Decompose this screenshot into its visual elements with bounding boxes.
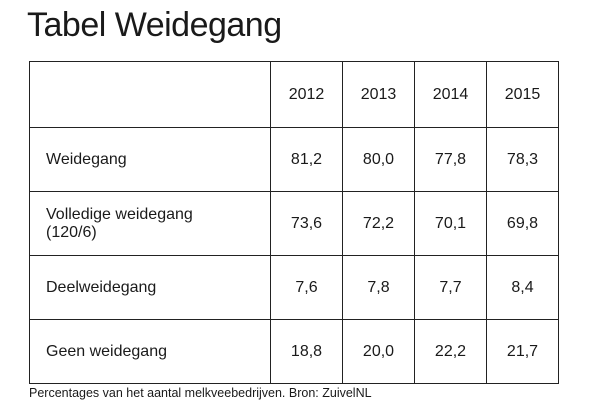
table-cell: 69,8 [486, 191, 559, 256]
table-row: Deelweidegang 7,6 7,8 7,7 8,4 [29, 255, 559, 320]
header-empty-cell [29, 61, 271, 128]
table-cell: 70,1 [414, 191, 487, 256]
table-cell: 78,3 [486, 127, 559, 192]
table-cell: 73,6 [270, 191, 343, 256]
table-header-row: 2012 2013 2014 2015 [29, 61, 559, 128]
table-cell: 8,4 [486, 255, 559, 320]
table-cell: 7,6 [270, 255, 343, 320]
source-footnote: Percentages van het aantal melkveebedrij… [29, 386, 372, 400]
header-year-2014: 2014 [414, 61, 487, 128]
table-cell: 77,8 [414, 127, 487, 192]
table-cell: 20,0 [342, 319, 415, 384]
table-row: Geen weidegang 18,8 20,0 22,2 21,7 [29, 319, 559, 384]
row-label-subtext: (120/6) [46, 223, 97, 241]
table-cell: 80,0 [342, 127, 415, 192]
page-title: Tabel Weidegang [27, 6, 282, 44]
table-cell: 22,2 [414, 319, 487, 384]
table-row: Volledige weidegang (120/6) 73,6 72,2 70… [29, 191, 559, 256]
row-label-text: Volledige weidegang [46, 205, 193, 223]
row-label: Weidegang [29, 127, 271, 192]
row-label-text: Deelweidegang [46, 278, 157, 296]
header-year-2012: 2012 [270, 61, 343, 128]
header-year-2013: 2013 [342, 61, 415, 128]
table-cell: 72,2 [342, 191, 415, 256]
table-cell: 18,8 [270, 319, 343, 384]
table-cell: 7,7 [414, 255, 487, 320]
weidegang-table: 2012 2013 2014 2015 Weidegang 81,2 80,0 … [29, 61, 559, 384]
row-label-text: Weidegang [46, 150, 127, 168]
row-label: Geen weidegang [29, 319, 271, 384]
row-label: Deelweidegang [29, 255, 271, 320]
row-label: Volledige weidegang (120/6) [29, 191, 271, 256]
table-cell: 81,2 [270, 127, 343, 192]
row-label-text: Geen weidegang [46, 342, 167, 360]
table-cell: 7,8 [342, 255, 415, 320]
header-year-2015: 2015 [486, 61, 559, 128]
table-row: Weidegang 81,2 80,0 77,8 78,3 [29, 127, 559, 192]
table-cell: 21,7 [486, 319, 559, 384]
